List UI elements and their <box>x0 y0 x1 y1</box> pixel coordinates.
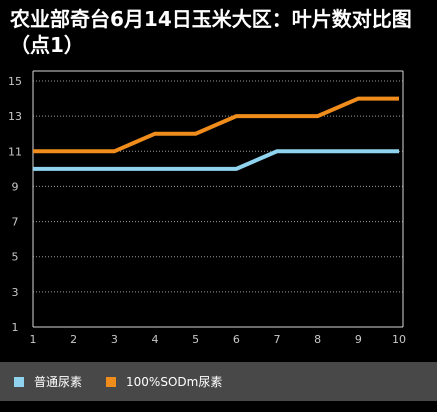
y-tick-label-5: 5 <box>12 251 19 264</box>
legend-item-series-2[interactable]: 100%SODm尿素 <box>106 373 222 390</box>
y-tick-label-7: 7 <box>12 216 19 229</box>
x-tick-label-6: 6 <box>233 333 240 346</box>
x-tick-label-3: 3 <box>111 333 118 346</box>
legend-label-series-2: 100%SODm尿素 <box>126 375 223 389</box>
y-tick-label-9: 9 <box>12 180 19 193</box>
x-tick-label-4: 4 <box>152 333 159 346</box>
line-chart: 15 13 11 9 7 5 3 11 2 3 4 5 6 7 8 9 10 <box>8 70 406 346</box>
x-tick-label-2: 2 <box>70 333 77 346</box>
bottom-strip <box>0 401 437 412</box>
y-tick-label-3: 3 <box>12 286 19 299</box>
x-tick-label-7: 7 <box>274 333 281 346</box>
legend-swatch-series-1 <box>14 376 24 387</box>
series-line-2 <box>33 96 399 154</box>
y-tick-label-11: 11 <box>8 145 22 158</box>
y-tick-label-1: 1 <box>12 321 19 334</box>
x-tick-label-10: 10 <box>392 333 406 346</box>
x-tick-label-8: 8 <box>314 333 321 346</box>
grid-lines <box>33 80 403 293</box>
series-line-1 <box>33 149 399 171</box>
series-lines <box>33 96 399 171</box>
x-tick-label-9: 9 <box>355 333 362 346</box>
y-tick-label-13: 13 <box>8 110 22 123</box>
legend: 普通尿素 100%SODm尿素 <box>0 362 437 401</box>
legend-swatch-series-2 <box>106 376 117 387</box>
tick-labels: 15 13 11 9 7 5 3 11 2 3 4 5 6 7 8 9 10 <box>8 75 406 346</box>
legend-item-series-1[interactable]: 普通尿素 <box>14 373 82 390</box>
legend-label-series-1: 普通尿素 <box>34 375 83 389</box>
axes <box>32 70 404 328</box>
x-tick-label-1: 1 <box>30 333 37 346</box>
chart-title: 农业部奇台6月14日玉米大区：叶片数对比图（点1） <box>10 7 412 57</box>
y-tick-label-15: 15 <box>8 75 22 88</box>
x-tick-label-5: 5 <box>192 333 199 346</box>
